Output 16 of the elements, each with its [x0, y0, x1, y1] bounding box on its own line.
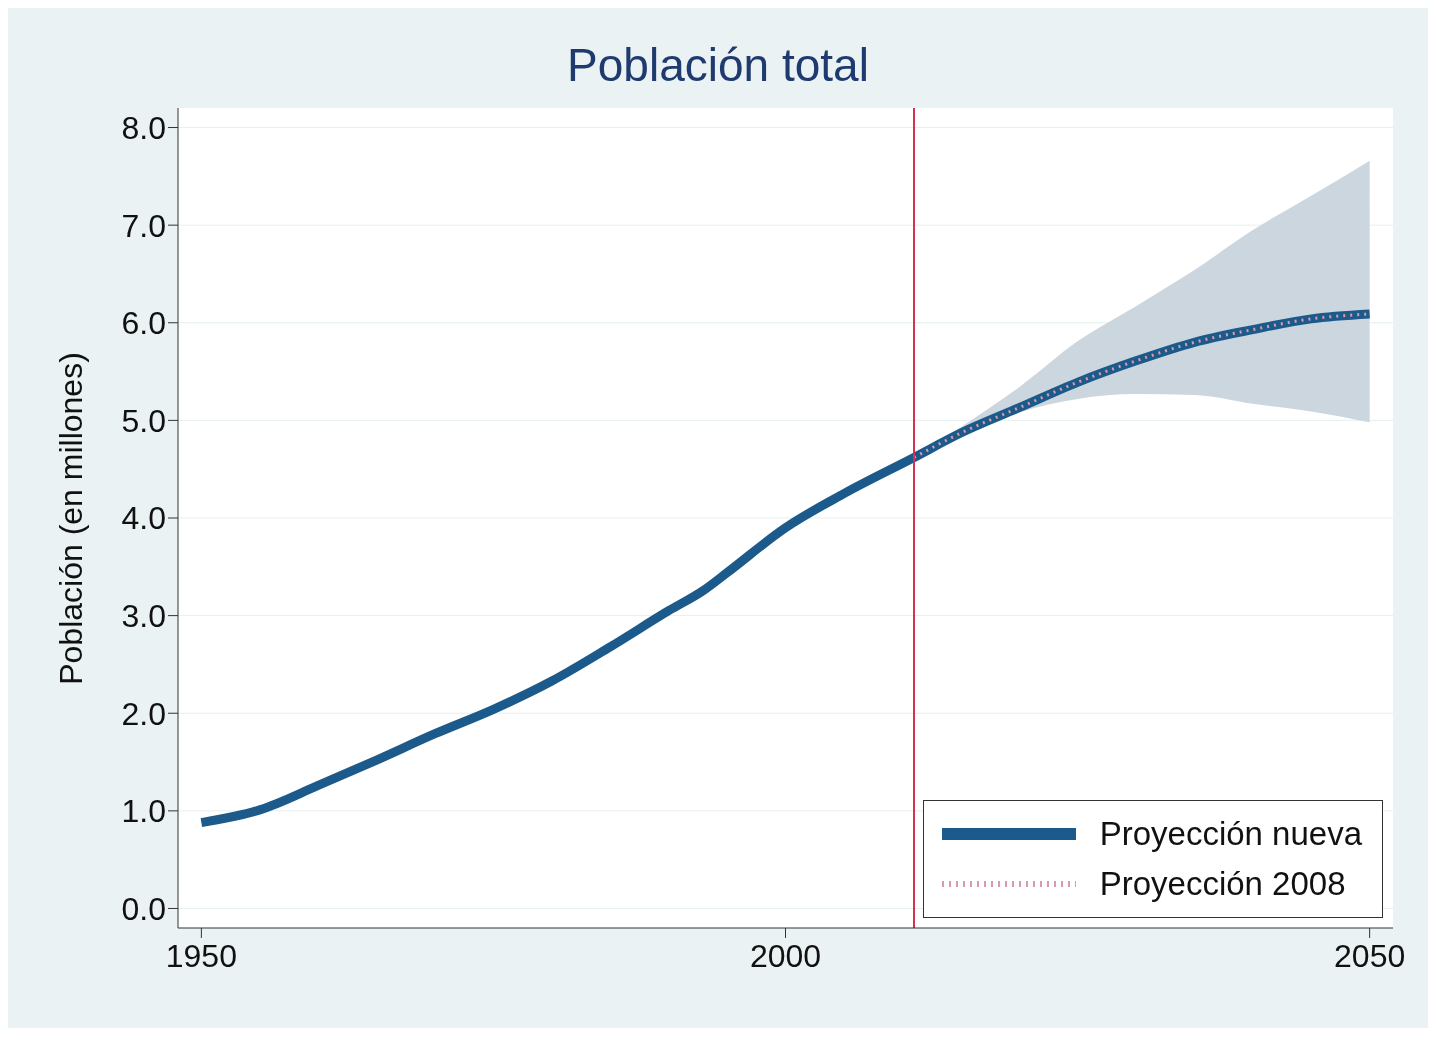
- y-tick-label: 6.0: [121, 305, 166, 342]
- y-tick-label: 0.0: [121, 890, 166, 927]
- y-tick-label: 2.0: [121, 695, 166, 732]
- y-tick-label: 3.0: [121, 597, 166, 634]
- y-tick-label: 5.0: [121, 402, 166, 439]
- y-tick-label: 1.0: [121, 793, 166, 830]
- legend-label: Proyección 2008: [1099, 865, 1346, 903]
- x-tick-label: 2000: [749, 937, 822, 974]
- legend-label: Proyección nueva: [1099, 815, 1362, 853]
- x-tick-label: 2050: [1334, 937, 1406, 974]
- x-tick-label: 1950: [165, 937, 237, 974]
- y-tick-label: 7.0: [121, 207, 166, 244]
- y-axis-title: Población (en millones): [52, 351, 90, 685]
- y-tick-label: 8.0: [121, 109, 166, 146]
- y-tick-label: 4.0: [121, 500, 166, 537]
- chart-title: Población total: [566, 38, 870, 92]
